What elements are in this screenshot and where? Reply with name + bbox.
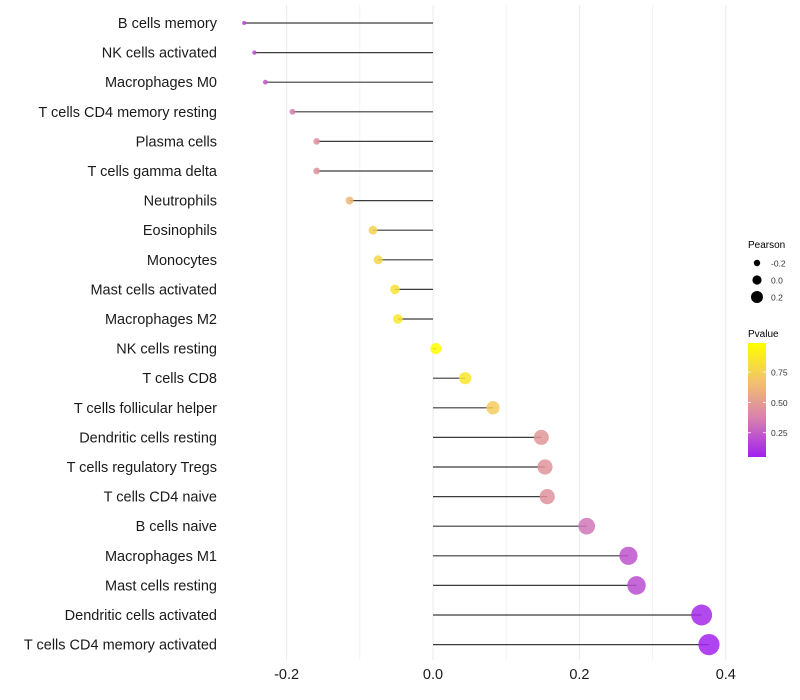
data-point: [313, 167, 320, 175]
legend-size-dot: [751, 291, 763, 303]
y-tick-label: Mast cells activated: [90, 282, 217, 298]
data-point: [430, 343, 442, 355]
legend-size-label: 0.0: [771, 276, 783, 286]
y-tick-label: T cells gamma delta: [88, 164, 218, 180]
data-point: [533, 429, 549, 445]
data-point: [390, 284, 400, 295]
data-point: [691, 604, 713, 626]
y-tick-label: Plasma cells: [136, 134, 217, 150]
y-tick-label: Macrophages M0: [105, 75, 217, 91]
y-tick-label: T cells CD4 memory activated: [24, 638, 217, 654]
y-tick-label: Macrophages M1: [105, 549, 217, 565]
y-axis-labels: B cells memory NK cells activated Macropha…: [24, 16, 218, 654]
legend-pvalue-title: Pvalue: [748, 329, 779, 340]
colorbar-label: 0.25: [771, 428, 788, 438]
y-tick-label: B cells naive: [136, 519, 217, 535]
data-point: [698, 634, 720, 656]
data-point: [486, 401, 500, 415]
x-tick-label: 0.2: [569, 667, 589, 683]
y-tick-label: B cells memory: [118, 16, 218, 32]
legend-pearson-title: Pearson: [748, 240, 785, 251]
x-tick-label: -0.2: [274, 667, 299, 683]
legend-pearson: Pearson -0.2 0.0 0.2: [748, 240, 786, 303]
y-tick-label: Monocytes: [147, 253, 217, 269]
colorbar-label: 0.75: [771, 368, 788, 378]
data-point: [368, 225, 378, 235]
y-tick-label: Dendritic cells resting: [79, 430, 217, 446]
x-tick-label: 0.0: [423, 667, 443, 683]
grid-lines: [286, 5, 727, 660]
pvalue-colorbar: [748, 343, 766, 457]
data-point: [539, 488, 555, 505]
colorbar-label: 0.50: [771, 398, 788, 408]
stems: [244, 22, 709, 646]
data-point: [578, 517, 596, 535]
data-point: [345, 196, 354, 205]
data-point: [252, 50, 257, 55]
x-axis-labels: -0.2 0.0 0.2 0.4: [274, 667, 736, 683]
y-tick-label: T cells CD4 naive: [104, 490, 217, 506]
data-point: [262, 79, 268, 85]
x-tick-label: 0.4: [716, 667, 736, 683]
y-tick-label: T cells CD8: [142, 371, 217, 387]
y-tick-label: T cells follicular helper: [74, 401, 217, 417]
y-tick-label: T cells regulatory Tregs: [67, 460, 217, 476]
data-point: [242, 20, 247, 26]
legend-pvalue: Pvalue 0.75 0.50 0.25: [748, 329, 788, 457]
y-tick-label: NK cells activated: [102, 46, 217, 62]
data-point: [459, 372, 472, 385]
legend-size-label: -0.2: [771, 259, 786, 269]
data-point: [289, 108, 296, 115]
y-tick-label: Neutrophils: [144, 194, 217, 210]
y-tick-label: Macrophages M2: [105, 312, 217, 328]
y-tick-label: NK cells resting: [116, 342, 217, 358]
y-tick-label: Eosinophils: [143, 223, 217, 239]
data-point: [627, 576, 646, 595]
data-point: [619, 546, 638, 565]
points: [242, 20, 720, 656]
data-point: [313, 138, 320, 145]
legend-size-label: 0.2: [771, 293, 783, 303]
y-tick-label: T cells CD4 memory resting: [38, 105, 217, 121]
legend-size-dot: [752, 275, 762, 285]
data-point: [537, 459, 553, 475]
data-point: [373, 255, 383, 265]
y-tick-label: Dendritic cells activated: [65, 608, 217, 624]
data-point: [393, 314, 403, 324]
legend-size-dot: [753, 259, 761, 267]
y-tick-label: Mast cells resting: [105, 578, 217, 594]
